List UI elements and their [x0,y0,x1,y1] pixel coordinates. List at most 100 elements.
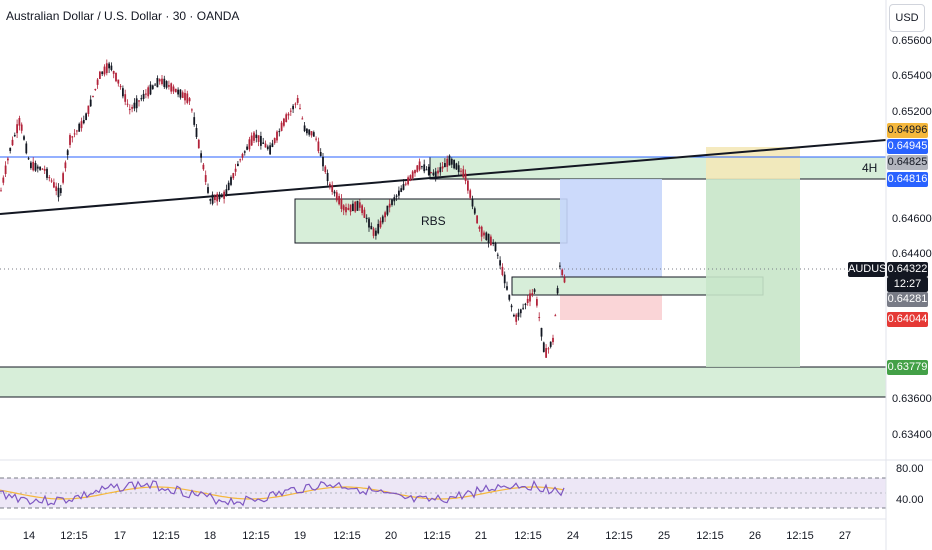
candle-body [239,159,242,161]
candle-body [55,186,58,191]
candle-body [248,139,251,150]
candle-body [16,124,18,134]
price-label: 0.64400 [892,248,932,260]
candle-body [292,105,294,110]
candle-body [430,172,432,174]
candle-body [193,117,196,125]
candle-body [441,166,444,169]
candle-body [20,124,23,131]
candle-body [519,309,522,314]
candle-body [85,113,87,121]
candle-body [513,314,515,317]
candle-body [542,342,545,352]
candle-body [496,254,499,256]
countdown-tag: 12:27 [887,277,928,292]
candle-body [437,170,439,174]
time-label: 20 [384,530,398,542]
candle-body [377,223,380,234]
candle-body [27,158,30,160]
position-yellow [706,147,800,179]
candle-body [253,132,255,141]
candle-body [80,121,83,129]
candle-body [273,138,276,144]
candle-body [395,195,398,197]
candle-body [13,134,16,137]
candle-body [416,165,419,172]
candle-body [506,286,508,290]
candle-body [76,130,78,132]
candle-body [232,173,235,179]
price-tag-yellow: 0.64996 [887,123,928,138]
candle-body [352,203,354,212]
candle-body [225,189,228,195]
candle-body [464,173,467,181]
candle-body [510,305,513,308]
candle-body [209,199,212,201]
candle-body [347,207,350,210]
candle-body [450,158,453,165]
candle-body [536,299,538,306]
candle-body [94,88,97,90]
candle-body [188,98,191,102]
price-label: 0.64600 [892,213,932,225]
candle-body [30,162,32,169]
trendline [0,139,887,215]
time-label: 12:15 [152,530,180,542]
candle-body [467,180,469,191]
candle-body [354,201,357,212]
symbol-tag: AUDUSD [848,262,895,277]
candle-body [473,208,476,214]
candle-body [333,191,336,194]
time-label: 24 [566,530,580,542]
candle-body [315,138,317,140]
candle-body [372,228,375,236]
candle-body [0,190,2,192]
currency-button[interactable]: USD [889,4,925,32]
candle-body [280,122,283,131]
candle-body [243,151,246,153]
candle-body [404,183,407,185]
candle-body [62,173,64,183]
rbs-zone [294,198,568,244]
candle-body [522,307,524,309]
candle-body [363,209,366,218]
candle-body [411,171,414,179]
candle-body [526,298,529,304]
candle-body [432,172,435,176]
candle-body [266,146,269,150]
candle-body [301,118,304,120]
candle-body [147,87,150,97]
candle-body [214,196,216,201]
candle-body [18,118,21,126]
candle-body [186,93,189,103]
price-tag-green: 0.63779 [887,360,928,375]
candle-body [142,93,145,99]
candle-body [197,139,200,149]
candle-body [287,113,290,116]
candle-body [135,98,138,109]
candle-body [326,172,329,182]
candle-body [151,85,154,89]
candle-body [407,177,409,185]
candle-body [388,203,391,208]
rsi-label: 80.00 [896,463,924,475]
candle-body [204,175,207,182]
upper-resistance-zone [429,156,887,180]
candle-body [455,163,458,170]
candle-body [255,134,258,139]
time-label: 12:15 [242,530,270,542]
bottom-support-zone [0,367,886,397]
candle-body [179,89,182,98]
candle-body [540,327,543,337]
candle-body [552,337,554,343]
candle-body [434,171,437,178]
candle-body [271,143,274,148]
candle-body [11,139,14,146]
candle-body [133,102,136,109]
rsi-line [0,479,565,507]
candle-body [531,293,534,296]
candle-body [218,194,221,200]
candle-body [48,177,51,179]
candle-body [64,162,67,169]
